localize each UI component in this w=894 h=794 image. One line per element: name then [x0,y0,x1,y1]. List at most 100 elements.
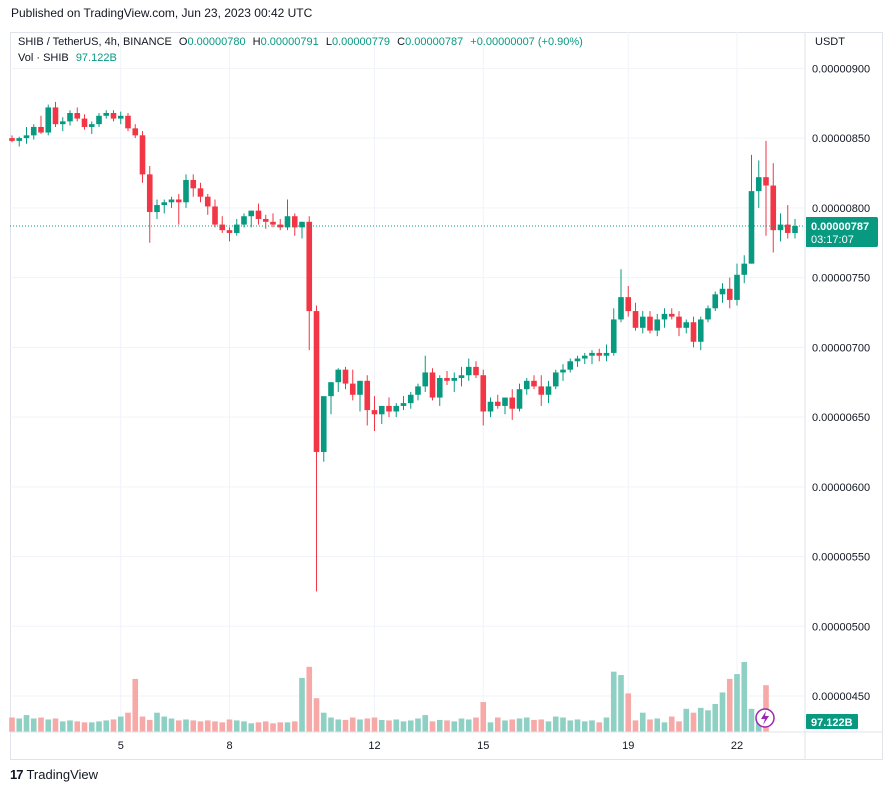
candle-body [371,410,378,415]
candle-body [784,224,791,233]
volume-bar [357,719,363,732]
volume-bar [458,718,465,732]
volume-bar [96,721,102,732]
close-value: 0.00000787 [405,36,464,48]
price-tick-label: 0.00000900 [812,63,870,75]
candle-body [96,115,102,125]
volume-bar [393,719,400,732]
volume-bar [306,666,313,732]
candle-body [748,191,755,264]
volume-bar [161,716,168,732]
candle-body [226,230,233,233]
volume-bar [705,710,711,732]
price-tick-label: 0.00000850 [812,133,870,145]
time-tick-label: 15 [477,740,489,752]
volume-bar [668,716,675,732]
currency-label[interactable]: USDT [815,36,845,48]
volume-bar [567,720,574,732]
candle-body [255,210,262,220]
candle-body [306,221,313,312]
volume-bar [328,717,334,732]
lightning-icon[interactable] [755,708,775,728]
candle-body [45,107,52,133]
chart-frame[interactable] [10,32,883,760]
volume-bar [110,719,117,732]
candle-body [625,297,632,312]
volume-bar [219,722,226,732]
open-value: 0.00000780 [187,36,246,48]
volume-bar [581,721,588,732]
candle-body [183,179,189,203]
volume-bar [342,719,349,732]
candle-body [552,372,559,387]
volume-bar [574,719,581,732]
candle-body [523,380,530,390]
candle-body [531,380,537,387]
volume-bar [284,722,291,732]
candle-body [407,394,414,404]
candle-body [132,128,139,136]
volume-bar [473,717,479,732]
candle-body [458,375,465,379]
candle-body [719,288,726,295]
volume-bar [233,720,240,732]
candle-body [284,216,291,228]
candle-body [168,199,175,203]
volume-bar [154,712,160,732]
volume-bar [378,719,385,732]
candle-body [654,319,661,331]
volume-bar [190,720,197,732]
volume-bar [509,719,516,732]
candle-body [560,369,566,373]
volume-badge-text: 97.122B [811,717,853,729]
badge-box [806,216,878,247]
time-tick-label: 8 [226,740,232,752]
volume-bar [422,715,429,732]
volume-bar [560,717,566,732]
volume-bar [618,675,624,732]
volume-bar [38,717,44,732]
candle-body [378,405,385,415]
low-label: L [325,36,332,48]
candle-body [545,386,552,395]
candle-body [393,405,400,412]
candle-body [74,113,81,119]
volume-bar [67,720,73,732]
candle-body [516,389,523,409]
candle-body [175,199,182,203]
candle-body [429,372,436,398]
candle-body [734,274,740,300]
candle-body [567,361,574,370]
volume-bar [175,720,182,732]
candle-body [683,322,690,328]
candle-body [661,313,668,320]
volume-label: Vol · SHIB [18,52,69,64]
volume-bar [726,678,733,732]
volume-bar [364,718,371,732]
candle-body [161,202,168,206]
volume-bar [45,719,52,732]
price-tick-label: 0.00000600 [812,482,870,494]
candle-body [509,397,516,409]
legend-symbol-row: SHIB / TetherUS, 4h, BINANCE O0.00000780… [18,36,591,48]
volume-bar [407,720,414,732]
lightning-icon-bolt [761,711,769,725]
candle-body [741,263,748,275]
volume-bar [386,720,392,732]
volume-bar [734,674,740,732]
footer-brand[interactable]: 17 TradingView [10,767,98,782]
volume-bar [444,720,450,732]
volume-badge-bg [806,714,858,729]
volume-bar [589,720,595,732]
candle-body [487,401,494,412]
volume-bar [712,704,719,732]
candle-body [248,210,255,217]
legend-volume-row: Vol · SHIB 97.122B [18,52,121,64]
volume-bar [335,719,342,732]
volume-bar [74,721,81,732]
volume-bar [146,719,153,732]
volume-bar [487,722,494,732]
volume-bar [52,718,59,732]
